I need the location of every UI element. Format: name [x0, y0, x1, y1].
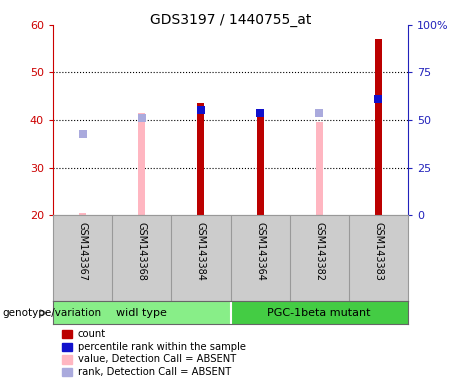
Text: count: count: [78, 329, 106, 339]
Text: PGC-1beta mutant: PGC-1beta mutant: [267, 308, 371, 318]
Point: [375, 96, 382, 102]
Bar: [375, 39, 382, 215]
Point: [315, 110, 323, 116]
Bar: [79, 213, 86, 215]
Point: [138, 114, 145, 121]
Text: GSM143382: GSM143382: [314, 222, 324, 281]
Bar: [316, 122, 323, 215]
Text: widl type: widl type: [116, 308, 167, 318]
Bar: [197, 103, 205, 215]
Text: genotype/variation: genotype/variation: [2, 308, 101, 318]
Text: GSM143368: GSM143368: [137, 222, 147, 281]
Text: GSM143364: GSM143364: [255, 222, 265, 281]
Bar: [256, 113, 264, 215]
Text: percentile rank within the sample: percentile rank within the sample: [78, 342, 246, 352]
Bar: [138, 113, 145, 215]
Text: GSM143383: GSM143383: [373, 222, 384, 281]
Text: GSM143384: GSM143384: [196, 222, 206, 281]
Text: rank, Detection Call = ABSENT: rank, Detection Call = ABSENT: [78, 367, 231, 377]
Text: GDS3197 / 1440755_at: GDS3197 / 1440755_at: [150, 13, 311, 27]
Text: GSM143367: GSM143367: [77, 222, 88, 281]
Text: value, Detection Call = ABSENT: value, Detection Call = ABSENT: [78, 354, 236, 364]
Point: [79, 131, 86, 137]
Point: [256, 110, 264, 116]
Point: [197, 108, 205, 114]
